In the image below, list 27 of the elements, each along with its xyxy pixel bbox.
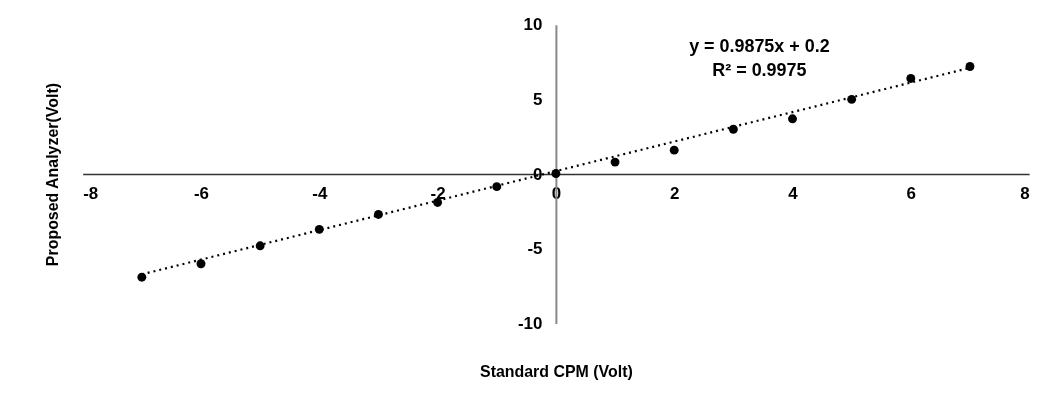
point	[728, 124, 738, 134]
x-tick-label: -2	[430, 184, 446, 204]
x-tick-label: 4	[788, 184, 799, 204]
point	[788, 114, 797, 124]
x-tick-label: 8	[1020, 184, 1030, 204]
x-tick-label: 6	[906, 184, 917, 204]
annotation: y = 0.9875x + 0.2	[689, 35, 830, 56]
y-tick-label: 5	[533, 89, 543, 109]
point	[669, 145, 679, 155]
x-axis-title: Standard CPM (Volt)	[480, 362, 633, 380]
point	[906, 73, 916, 83]
point	[551, 169, 561, 178]
x-tick-label: -4	[312, 184, 328, 204]
annotation: R² = 0.9975	[712, 60, 807, 81]
y-tick-label: 10	[523, 15, 543, 35]
point	[610, 157, 620, 167]
x-tick-label: 2	[669, 184, 680, 204]
point	[255, 241, 265, 251]
point	[492, 182, 502, 192]
x-tick-label: -8	[83, 184, 99, 204]
x-tick-label: -6	[193, 184, 210, 204]
point	[137, 272, 147, 282]
y-tick-label: -5	[527, 239, 543, 259]
point	[965, 62, 975, 71]
point	[847, 94, 857, 104]
y-tick-label: -10	[517, 313, 543, 333]
y-axis-title: Proposed Analyzer(Volt)	[44, 83, 62, 267]
